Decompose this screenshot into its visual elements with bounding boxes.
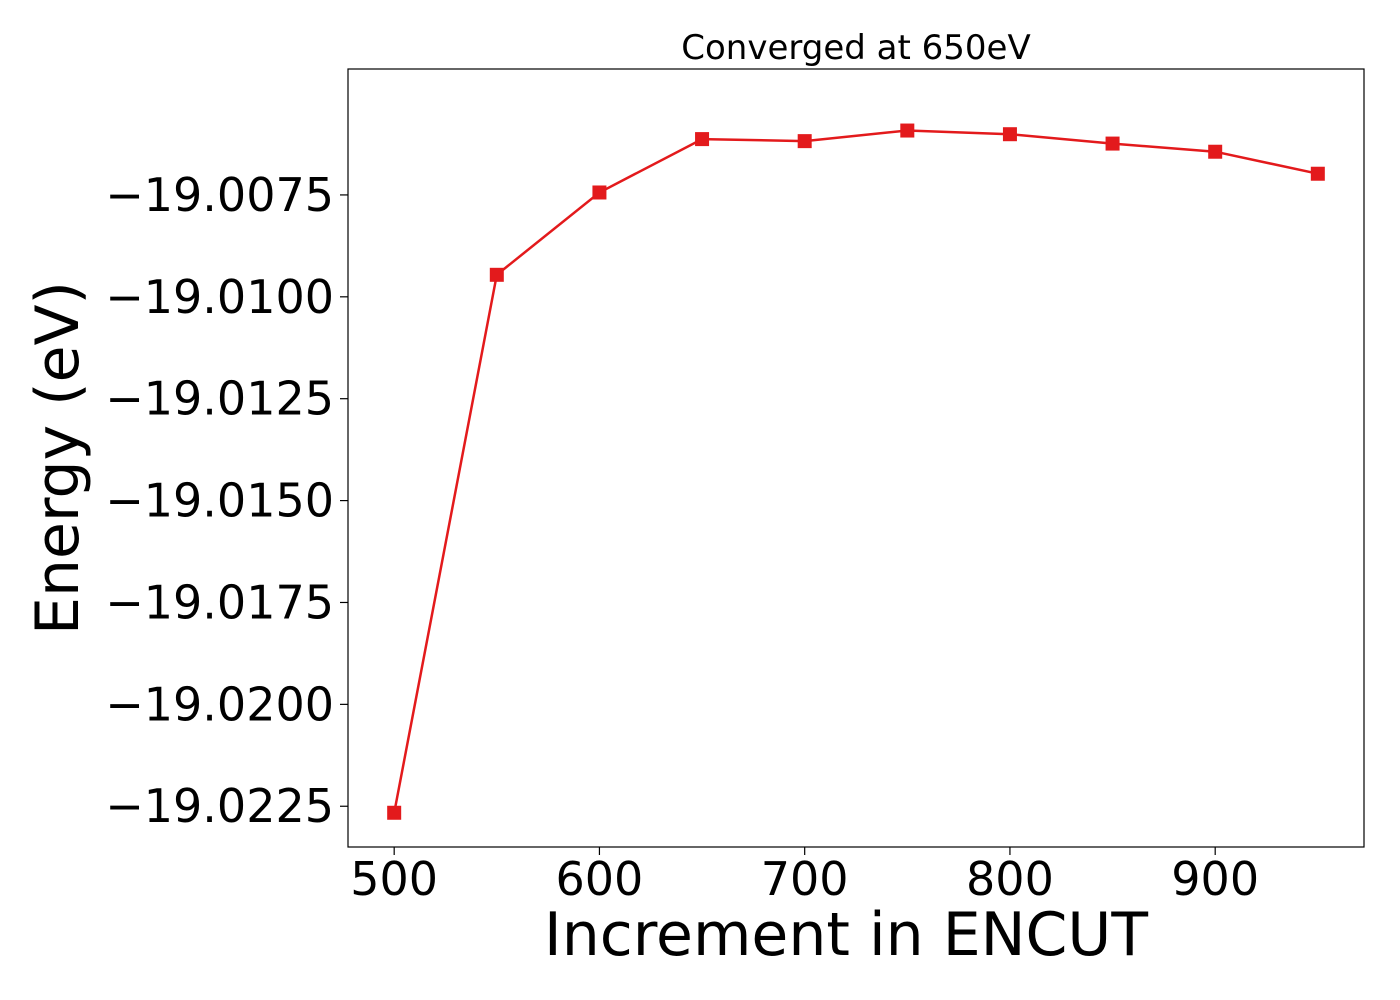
data-point-marker xyxy=(900,123,915,138)
y-axis-label: Energy (eV) xyxy=(23,281,93,635)
data-point-marker xyxy=(489,267,504,282)
x-tick-label: 800 xyxy=(966,852,1054,906)
x-tick-label: 500 xyxy=(350,852,438,906)
x-tick-label: 900 xyxy=(1171,852,1259,906)
x-axis-label: Increment in ENCUT xyxy=(544,900,1148,970)
chart-title: Converged at 650eV xyxy=(681,28,1030,68)
plot-frame xyxy=(347,68,1365,848)
data-point-marker xyxy=(797,134,812,149)
data-point-marker xyxy=(387,805,402,820)
y-axis: −19.0225 −19.0200 −19.0175 −19.0150 −19.0125… xyxy=(105,168,348,833)
y-tick-label: −19.0075 xyxy=(105,168,334,222)
y-tick-label: −19.0125 xyxy=(105,372,334,426)
data-point-marker xyxy=(1105,136,1120,151)
x-tick-label: 600 xyxy=(556,852,644,906)
y-tick-label: −19.0175 xyxy=(105,575,334,629)
y-tick-label: −19.0150 xyxy=(105,474,334,528)
y-tick-label: −19.0225 xyxy=(105,779,334,833)
series-markers xyxy=(387,123,1325,820)
x-tick-label: 700 xyxy=(761,852,849,906)
y-tick-label: −19.0200 xyxy=(105,677,334,731)
data-point-marker xyxy=(695,132,710,147)
y-tick-label: −19.0100 xyxy=(105,270,334,324)
x-axis: 500 600 700 800 900 xyxy=(350,847,1259,906)
data-point-marker xyxy=(1310,166,1325,181)
energy-series-line xyxy=(392,129,1319,814)
data-point-marker xyxy=(1002,127,1017,142)
data-point-marker xyxy=(592,185,607,200)
data-point-marker xyxy=(1208,144,1223,159)
